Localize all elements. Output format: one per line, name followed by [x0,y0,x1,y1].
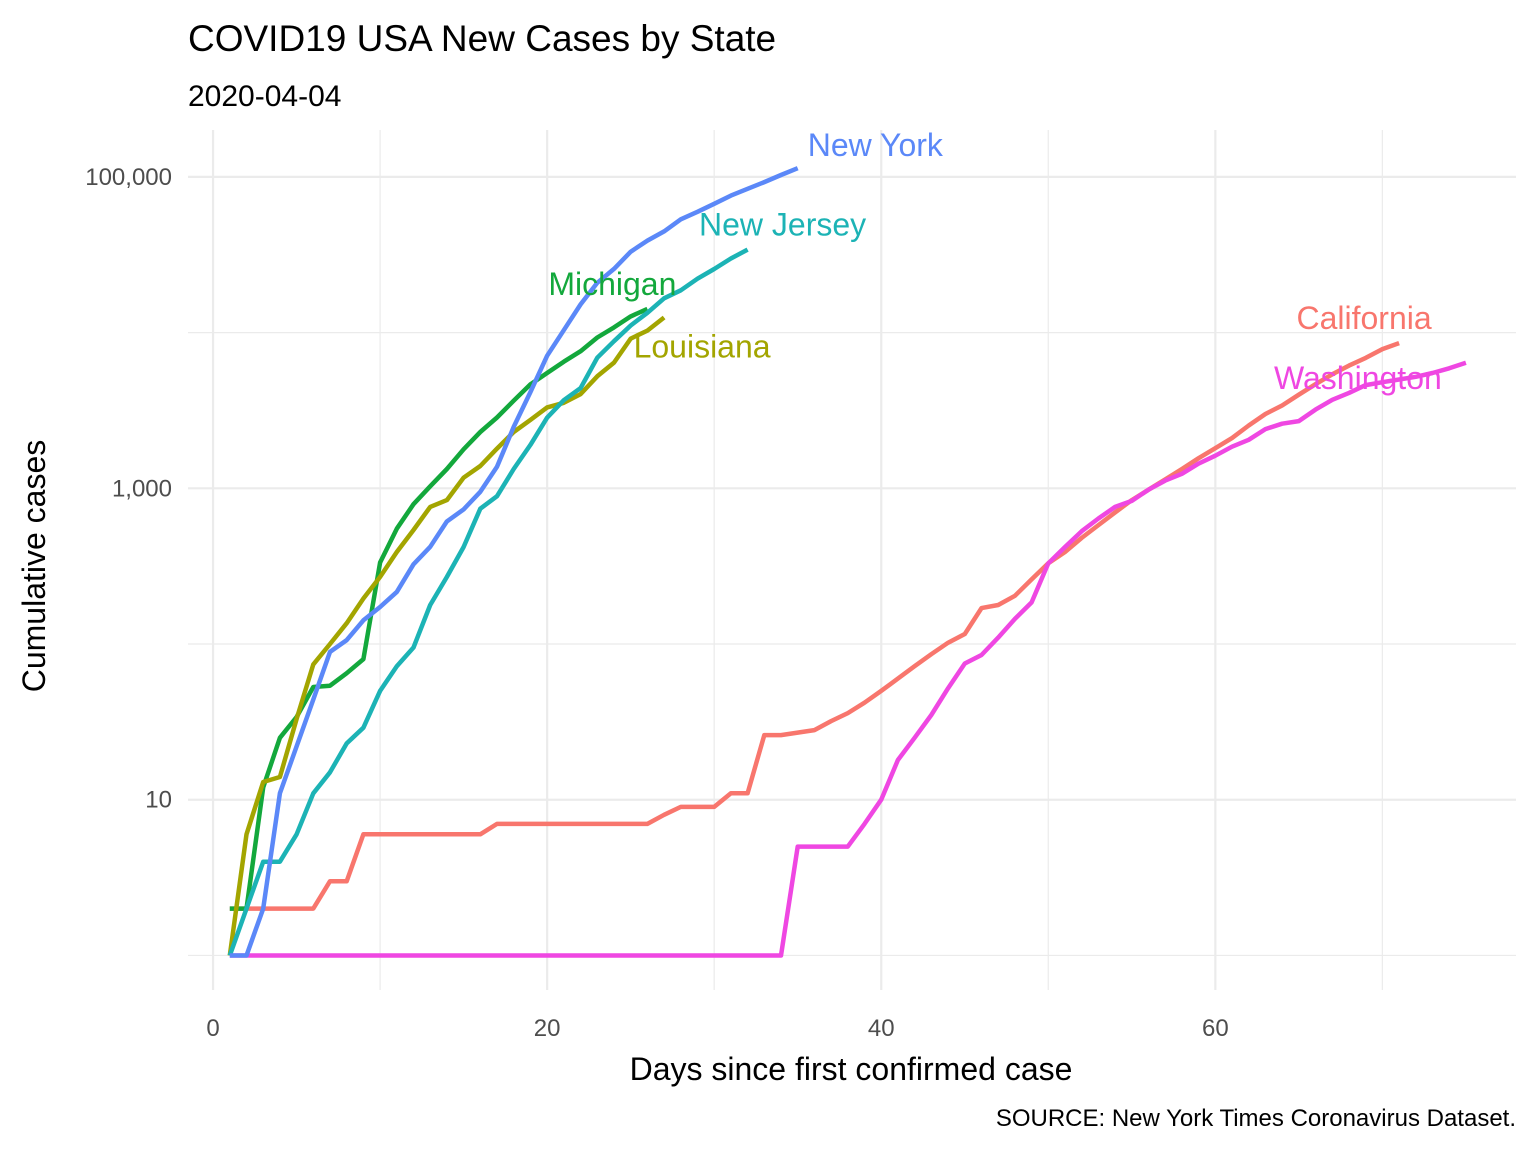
y-axis-ticks: 10 1,000 100,000 [85,164,172,814]
series-label-california: California [1296,300,1431,336]
y-tick-label: 10 [145,787,172,814]
series-line-washington [229,360,1467,958]
y-tick-label: 1,000 [112,475,172,502]
series-line-new-york [229,166,799,958]
series-lines [227,166,1467,958]
series-label-louisiana: Louisiana [634,329,771,365]
series-line-new-jersey [227,247,749,957]
series-labels: New York New Jersey Michigan Louisiana Calif… [548,127,1441,396]
chart-title: COVID19 USA New Cases by State [188,18,776,59]
y-tick-label: 100,000 [85,164,172,191]
x-axis-ticks: 0 20 40 60 [206,1015,1228,1042]
series-line-louisiana [227,315,666,956]
x-tick-label: 60 [1202,1015,1229,1042]
x-tick-label: 0 [206,1015,219,1042]
chart-subtitle: 2020-04-04 [188,80,341,113]
series-label-new-york: New York [808,127,944,163]
series-label-washington: Washington [1274,360,1442,396]
series-line-michigan [229,306,649,911]
series-label-michigan: Michigan [548,266,676,302]
grid-lines [188,130,1516,990]
source-caption: SOURCE: New York Times Coronavirus Datas… [996,1105,1516,1132]
x-axis-title: Days since first confirmed case [630,1051,1073,1087]
y-axis-title: Cumulative cases [16,440,52,693]
x-tick-label: 40 [868,1015,895,1042]
series-label-new-jersey: New Jersey [699,207,866,243]
series-line-california [229,340,1400,911]
x-tick-label: 20 [534,1015,561,1042]
